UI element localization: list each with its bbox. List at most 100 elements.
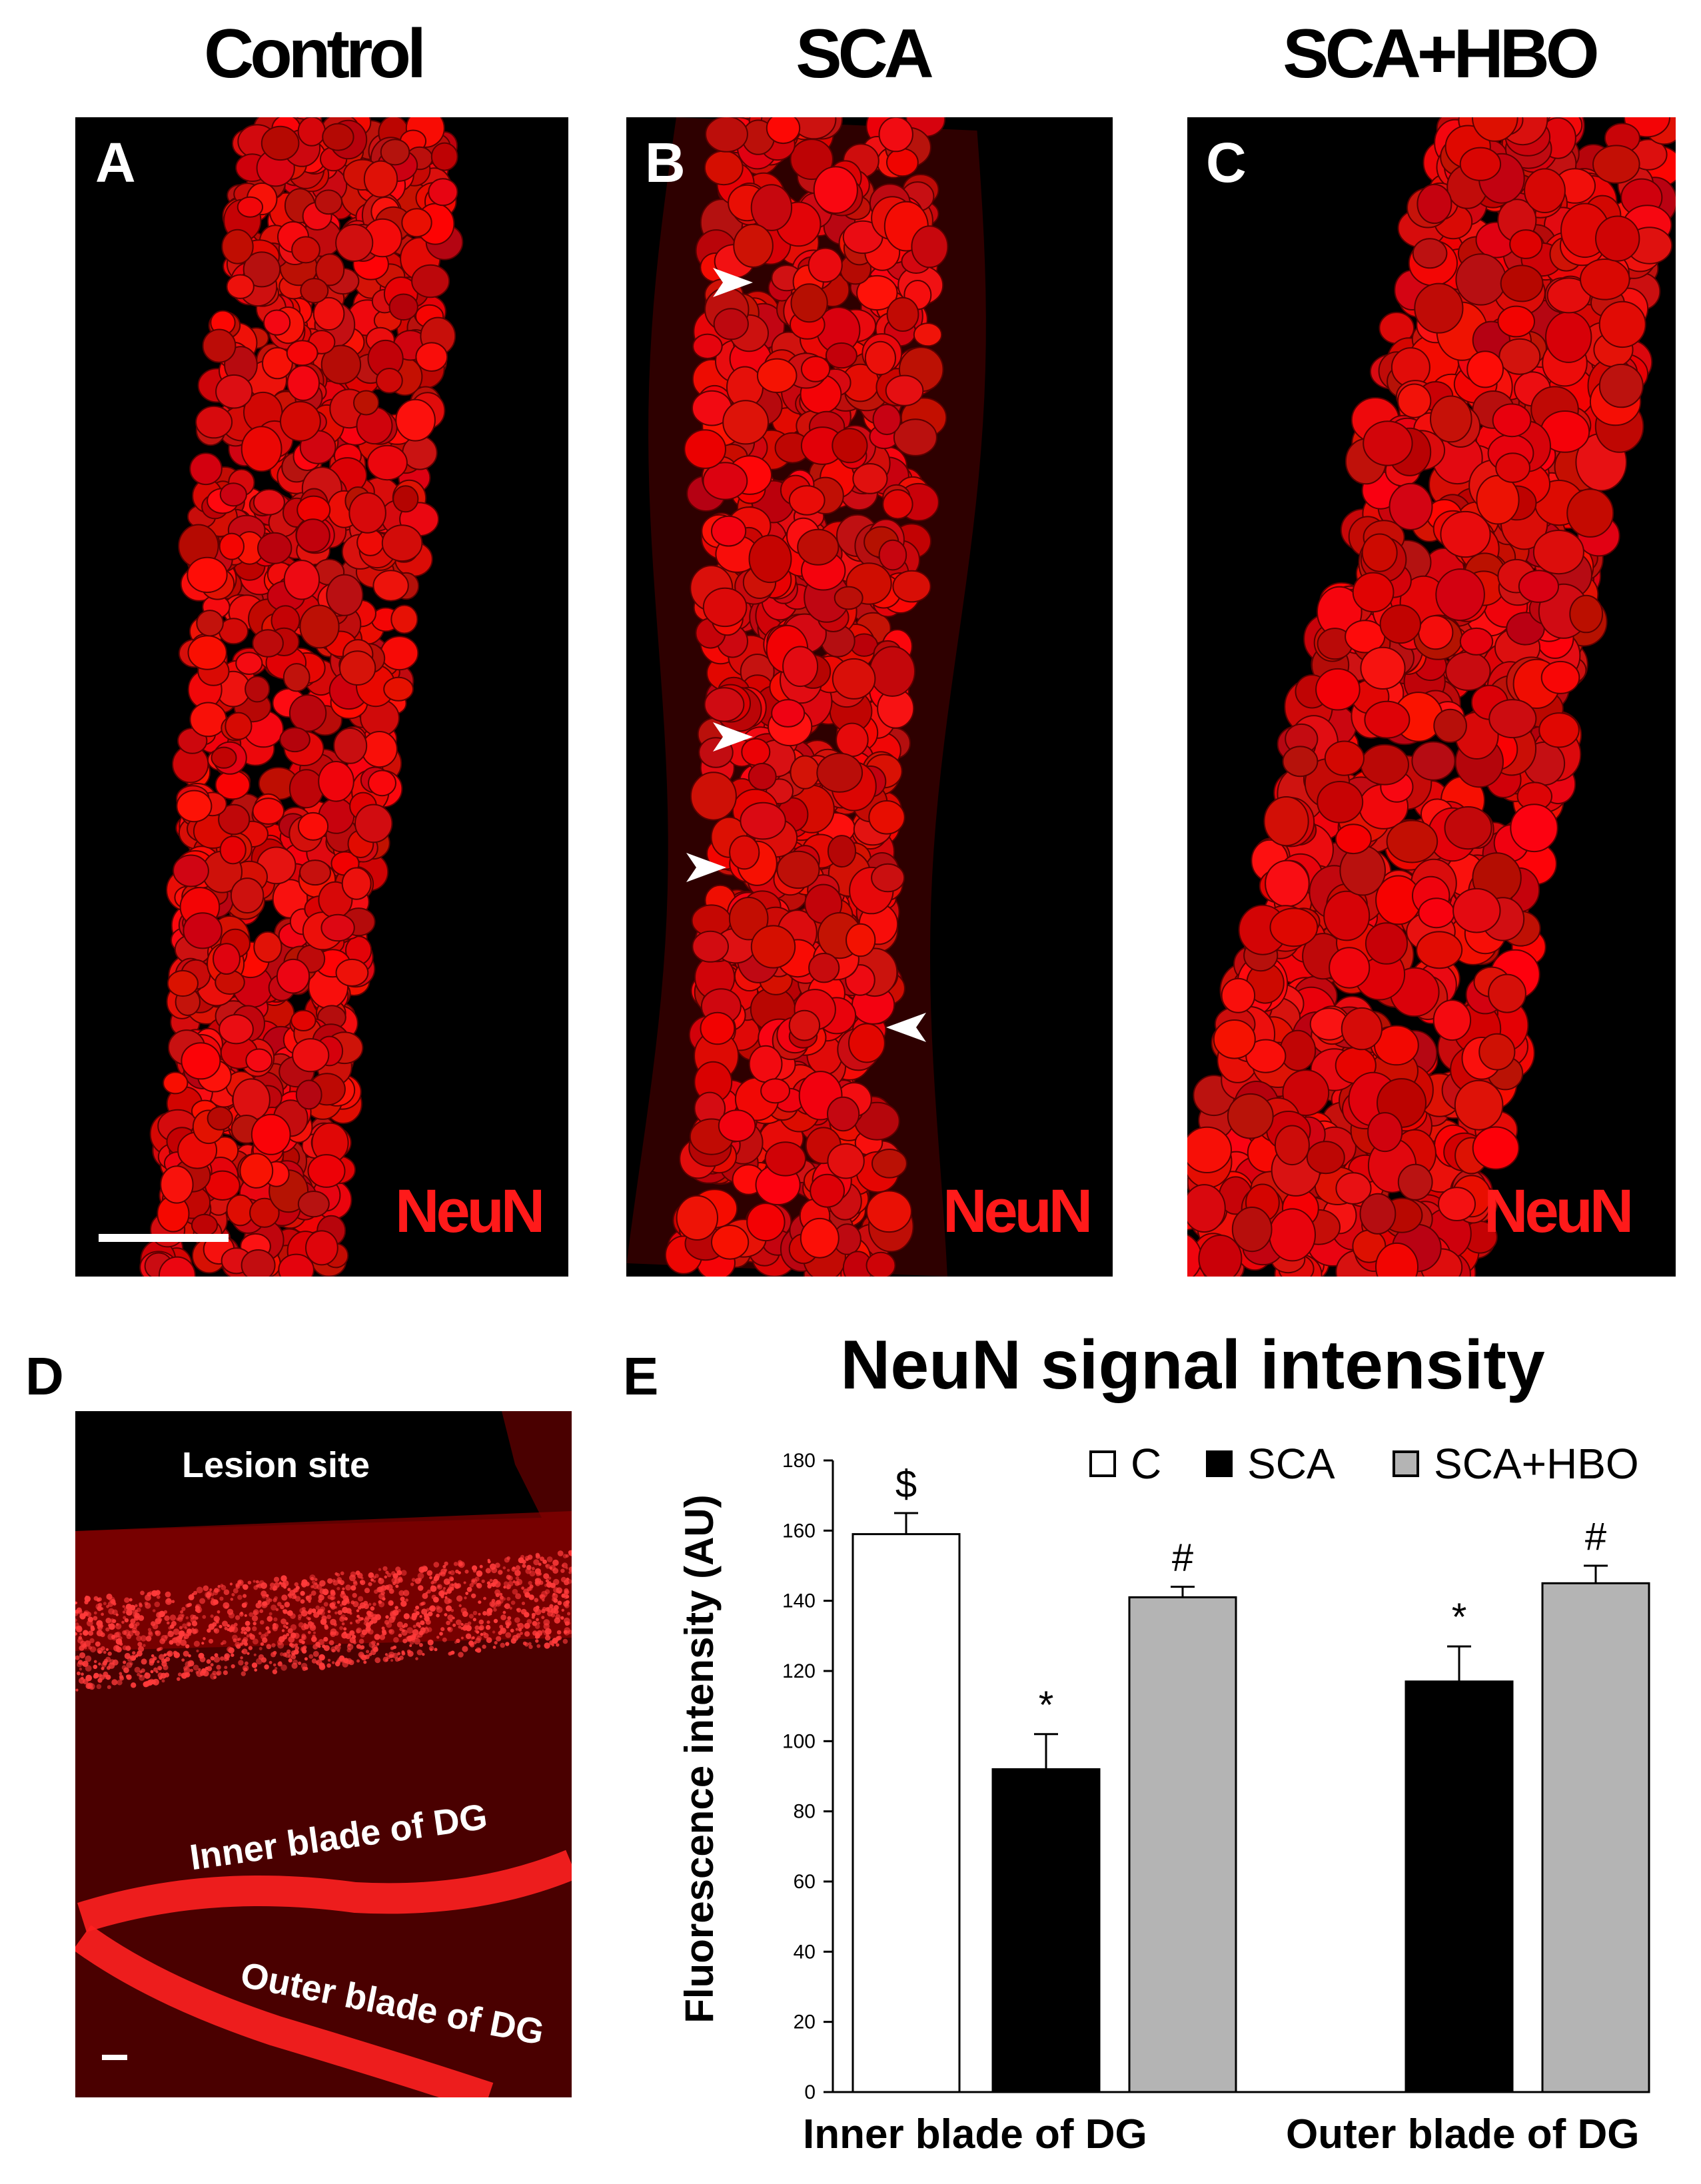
cell-dot [310,1585,314,1588]
cell-dot [239,1612,244,1617]
cell-dot [219,1624,223,1628]
cell-dot [536,1644,541,1648]
cell-dot [186,1628,193,1634]
cell-dot [563,1630,568,1634]
neuron-cell [326,574,364,616]
cell-dot [241,1638,248,1645]
cell-dot [227,1624,231,1628]
cell-dot [285,1622,288,1625]
cell-dot [364,1615,370,1620]
cell-dot [231,1653,235,1657]
neuron-cell [1598,300,1646,348]
cell-dot [145,1602,151,1609]
neuron-cell [832,428,868,464]
cell-dot [292,1659,298,1665]
cell-dot [220,1656,225,1661]
cell-dot [472,1569,477,1573]
neuron-cell [283,560,320,600]
cell-dot [456,1638,460,1643]
neuron-cell [348,492,386,534]
cell-dot [506,1556,510,1560]
cell-dot [363,1600,368,1606]
neuron-cell [750,184,793,231]
cell-dot [108,1623,111,1627]
cell-dot [326,1663,331,1668]
cell-dot [110,1618,115,1622]
cell-dot [458,1625,462,1629]
cell-dot [252,1638,259,1645]
neuron-cell [878,539,907,571]
cell-dot [399,1627,403,1632]
neuron-cell [207,1106,233,1131]
neuron-cell [846,923,876,957]
neuron-cell [251,1113,291,1155]
cell-dot [510,1638,516,1644]
cell-dot [243,1594,247,1598]
cell-dot [492,1646,496,1649]
cell-dot [499,1592,503,1596]
cell-dot [430,1585,434,1588]
cell-dot [87,1616,93,1622]
cell-dot [448,1570,452,1574]
neuron-cell [232,1078,271,1121]
cell-dot [137,1672,141,1676]
neuron-cell [705,117,748,153]
cell-dot [151,1679,156,1685]
cell-dot [122,1645,128,1650]
neuron-cell [241,1249,276,1277]
cell-dot [462,1646,468,1652]
cell-dot [368,1611,374,1618]
neuron-cell [871,1149,907,1179]
cell-dot [443,1587,446,1590]
cell-dot [341,1622,345,1626]
cell-dot [84,1600,89,1604]
cell-dot [216,1664,221,1670]
cell-dot [277,1639,283,1646]
cell-dot [327,1658,331,1662]
neuron-cell [160,1165,194,1204]
neuron-cell [852,463,888,494]
neuron-cell [1444,806,1492,850]
cell-dot [279,1652,284,1656]
cell-dot [145,1594,151,1601]
cell-dot [140,1635,147,1642]
cell-dot [506,1596,511,1601]
neuron-cell [300,278,329,304]
cell-dot [157,1660,160,1664]
cell-dot [535,1639,539,1643]
cell-dot [480,1632,484,1636]
cell-dot [447,1581,450,1584]
neuron-cell [1279,1029,1317,1071]
cell-dot [393,1610,399,1616]
neuron-cell [1488,973,1526,1013]
cell-dot [179,1626,183,1630]
neuron-cell [312,296,345,331]
cell-dot [345,1633,351,1640]
legend-label-c: C [1131,1440,1162,1488]
neuron-cell [750,925,796,969]
cell-dot [494,1641,498,1645]
neuron-cell [280,400,321,442]
neuron-cell [295,518,330,553]
cell-dot [113,1645,120,1652]
cell-dot [138,1646,145,1652]
cell-dot [140,1590,145,1596]
cell-dot [224,1666,228,1670]
category-label-inner: Inner blade of DG [803,2111,1147,2157]
cell-dot [482,1644,486,1649]
cell-dot [514,1580,520,1586]
cell-dot [330,1604,336,1610]
cell-dot [300,1582,305,1586]
cell-dot [544,1589,550,1594]
cell-dot [374,1614,381,1620]
cell-dot [158,1647,162,1651]
cell-dot [75,1632,78,1636]
cell-dot [77,1671,81,1676]
category-label-outer: Outer blade of DG [1286,2111,1640,2157]
cell-dot [327,1610,331,1614]
neuron-cell [856,274,898,311]
cell-dot [253,1580,256,1583]
cell-dot [273,1663,277,1667]
cell-dot [340,1614,346,1620]
cell-dot [557,1600,562,1606]
